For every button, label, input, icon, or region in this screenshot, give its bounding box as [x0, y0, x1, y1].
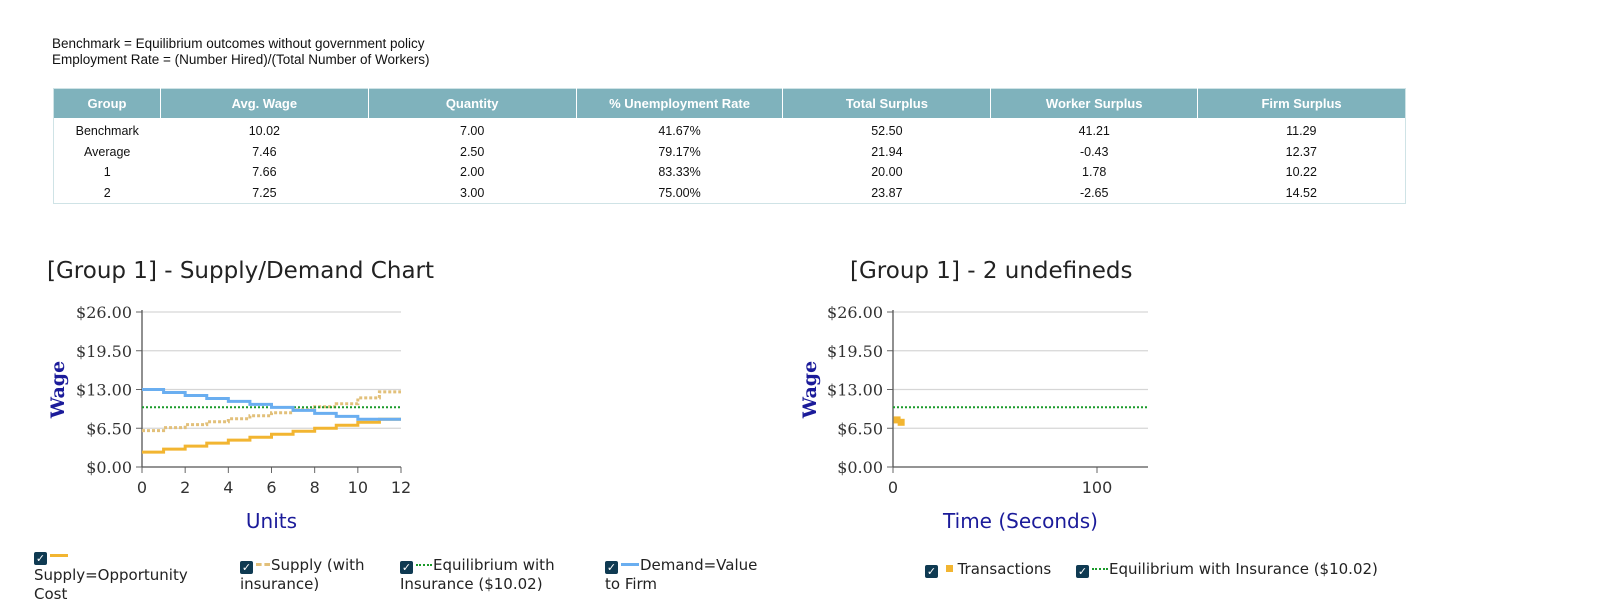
legend-item-equilibrium[interactable]: ✓ Equilibrium with Insurance ($10.02)	[400, 556, 580, 594]
legend-item-demand[interactable]: ✓ Demand=Value to Firm	[605, 556, 765, 594]
benchmark-note: Benchmark = Equilibrium outcomes without…	[52, 36, 425, 51]
y-tick-label: $26.00	[827, 303, 883, 322]
y-tick-label: $13.00	[76, 381, 132, 400]
cell-total-surplus: 21.94	[871, 144, 903, 159]
summary-table: Group Avg. Wage Quantity % Unemployment …	[53, 88, 1406, 204]
transactions-chart-title: [Group 1] - 2 undefineds	[850, 258, 1133, 284]
cell-total-surplus: 20.00	[871, 165, 903, 180]
x-tick-label: 4	[223, 478, 233, 497]
cell-total-surplus: 23.87	[871, 185, 903, 200]
cell-quantity: 3.00	[460, 185, 485, 200]
dashed-line-swatch-icon	[256, 563, 270, 566]
y-tick-label: $19.50	[76, 342, 132, 361]
transaction-point	[897, 418, 905, 426]
col-header-unemployment: % Unemployment Rate	[576, 88, 784, 118]
cell-avg-wage: 7.66	[252, 165, 277, 180]
cell-unemployment: 83.33%	[658, 165, 701, 180]
cell-quantity: 2.50	[460, 144, 485, 159]
y-axis-title: Wage	[47, 361, 69, 419]
x-tick-label: 10	[348, 478, 368, 497]
transaction-point	[893, 416, 901, 424]
col-header-avg-wage: Avg. Wage	[160, 88, 369, 118]
x-axis-title: Time (Seconds)	[942, 509, 1098, 533]
table-header-row: Group Avg. Wage Quantity % Unemployment …	[53, 88, 1406, 118]
y-tick-label: $6.50	[86, 419, 132, 438]
cell-worker-surplus: 41.21	[1078, 124, 1110, 139]
cell-group: Benchmark	[75, 124, 139, 139]
y-axis-title: Wage	[799, 361, 821, 419]
cell-total-surplus: 52.50	[871, 124, 903, 139]
x-tick-label: 12	[391, 478, 411, 497]
x-tick-label: 0	[137, 478, 147, 497]
legend-label: Demand=Value to Firm	[605, 556, 758, 593]
dotted-line-swatch-icon	[1092, 568, 1108, 570]
legend-item-transactions[interactable]: ✓ Transactions	[925, 560, 1065, 579]
checkbox-checked-icon[interactable]: ✓	[400, 561, 413, 574]
cell-unemployment: 41.67%	[658, 124, 701, 139]
cell-quantity: 2.00	[460, 165, 485, 180]
square-marker-icon	[945, 565, 953, 572]
legend-label: Transactions	[957, 560, 1052, 578]
supply-demand-chart-title: [Group 1] - Supply/Demand Chart	[47, 258, 435, 284]
checkbox-checked-icon[interactable]: ✓	[925, 565, 938, 578]
cell-group: Average	[84, 144, 131, 159]
cell-firm-surplus: 12.37	[1285, 144, 1317, 159]
x-tick-label: 6	[266, 478, 276, 497]
col-header-worker-surplus: Worker Surplus	[990, 88, 1199, 118]
employment-note: Employment Rate = (Number Hired)/(Total …	[52, 52, 430, 67]
demand-line	[142, 388, 401, 421]
cell-worker-surplus: -0.43	[1079, 144, 1109, 159]
y-tick-label: $13.00	[827, 381, 883, 400]
cell-avg-wage: 7.25	[252, 185, 277, 200]
dotted-line-swatch-icon	[416, 564, 432, 566]
col-header-total-surplus: Total Surplus	[782, 88, 992, 118]
legend-item-supply-insurance[interactable]: ✓ Supply (with insurance)	[240, 556, 380, 594]
table-row: 1 7.66 2.00 83.33% 20.00 1.78 10.22	[54, 162, 1406, 183]
table-row: Benchmark 10.02 7.00 41.67% 52.50 41.21 …	[54, 118, 1406, 142]
supply-line	[142, 417, 401, 454]
supply-insurance-line	[142, 390, 401, 433]
y-tick-label: $0.00	[837, 458, 883, 477]
cell-avg-wage: 10.02	[248, 124, 280, 139]
checkbox-checked-icon[interactable]: ✓	[34, 552, 47, 565]
notes: Benchmark = Equilibrium outcomes without…	[52, 36, 430, 68]
legend-label: Supply=Opportunity Cost	[34, 566, 188, 603]
cell-worker-surplus: 1.78	[1082, 165, 1107, 180]
y-tick-label: $6.50	[837, 419, 883, 438]
cell-unemployment: 79.17%	[658, 144, 701, 159]
cell-quantity: 7.00	[460, 124, 485, 139]
col-header-group: Group	[53, 88, 161, 118]
y-tick-label: $19.50	[827, 342, 883, 361]
solid-line-swatch-icon	[50, 554, 68, 557]
cell-group: 2	[103, 185, 111, 200]
table-row: 2 7.25 3.00 75.00% 23.87 -2.65 14.52	[54, 183, 1406, 204]
x-tick-label: 0	[888, 478, 898, 497]
y-tick-label: $26.00	[76, 303, 132, 322]
table-row: Average 7.46 2.50 79.17% 21.94 -0.43 12.…	[54, 142, 1406, 163]
legend-label: Equilibrium with Insurance ($10.02)	[400, 556, 555, 593]
cell-worker-surplus: -2.65	[1079, 185, 1109, 200]
legend-label: Equilibrium with Insurance ($10.02)	[1109, 560, 1378, 578]
cell-firm-surplus: 11.29	[1286, 124, 1317, 139]
y-tick-label: $0.00	[86, 458, 132, 477]
col-header-firm-surplus: Firm Surplus	[1197, 88, 1406, 118]
x-axis-title: Units	[246, 509, 297, 533]
legend-label: Supply (with insurance)	[240, 556, 365, 593]
checkbox-checked-icon[interactable]: ✓	[1076, 565, 1089, 578]
x-tick-label: 2	[180, 478, 190, 497]
checkbox-checked-icon[interactable]: ✓	[240, 561, 253, 574]
cell-group: 1	[103, 165, 111, 180]
solid-line-swatch-icon	[621, 563, 639, 566]
legend-item-equilibrium-2[interactable]: ✓ Equilibrium with Insurance ($10.02)	[1076, 560, 1396, 579]
x-tick-label: 100	[1082, 478, 1113, 497]
cell-avg-wage: 7.46	[252, 144, 277, 159]
x-tick-label: 8	[310, 478, 320, 497]
legend-item-supply[interactable]: ✓ Supply=Opportunity Cost	[34, 547, 204, 604]
cell-firm-surplus: 10.22	[1285, 165, 1317, 180]
cell-firm-surplus: 14.52	[1285, 185, 1317, 200]
checkbox-checked-icon[interactable]: ✓	[605, 561, 618, 574]
cell-unemployment: 75.00%	[658, 185, 701, 200]
col-header-quantity: Quantity	[368, 88, 577, 118]
